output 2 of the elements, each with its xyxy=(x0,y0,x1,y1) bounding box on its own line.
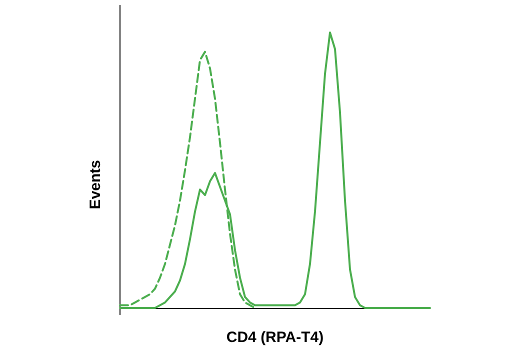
x-axis-title: CD4 (RPA-T4) xyxy=(226,329,324,346)
y-axis-title: Events xyxy=(87,160,104,210)
